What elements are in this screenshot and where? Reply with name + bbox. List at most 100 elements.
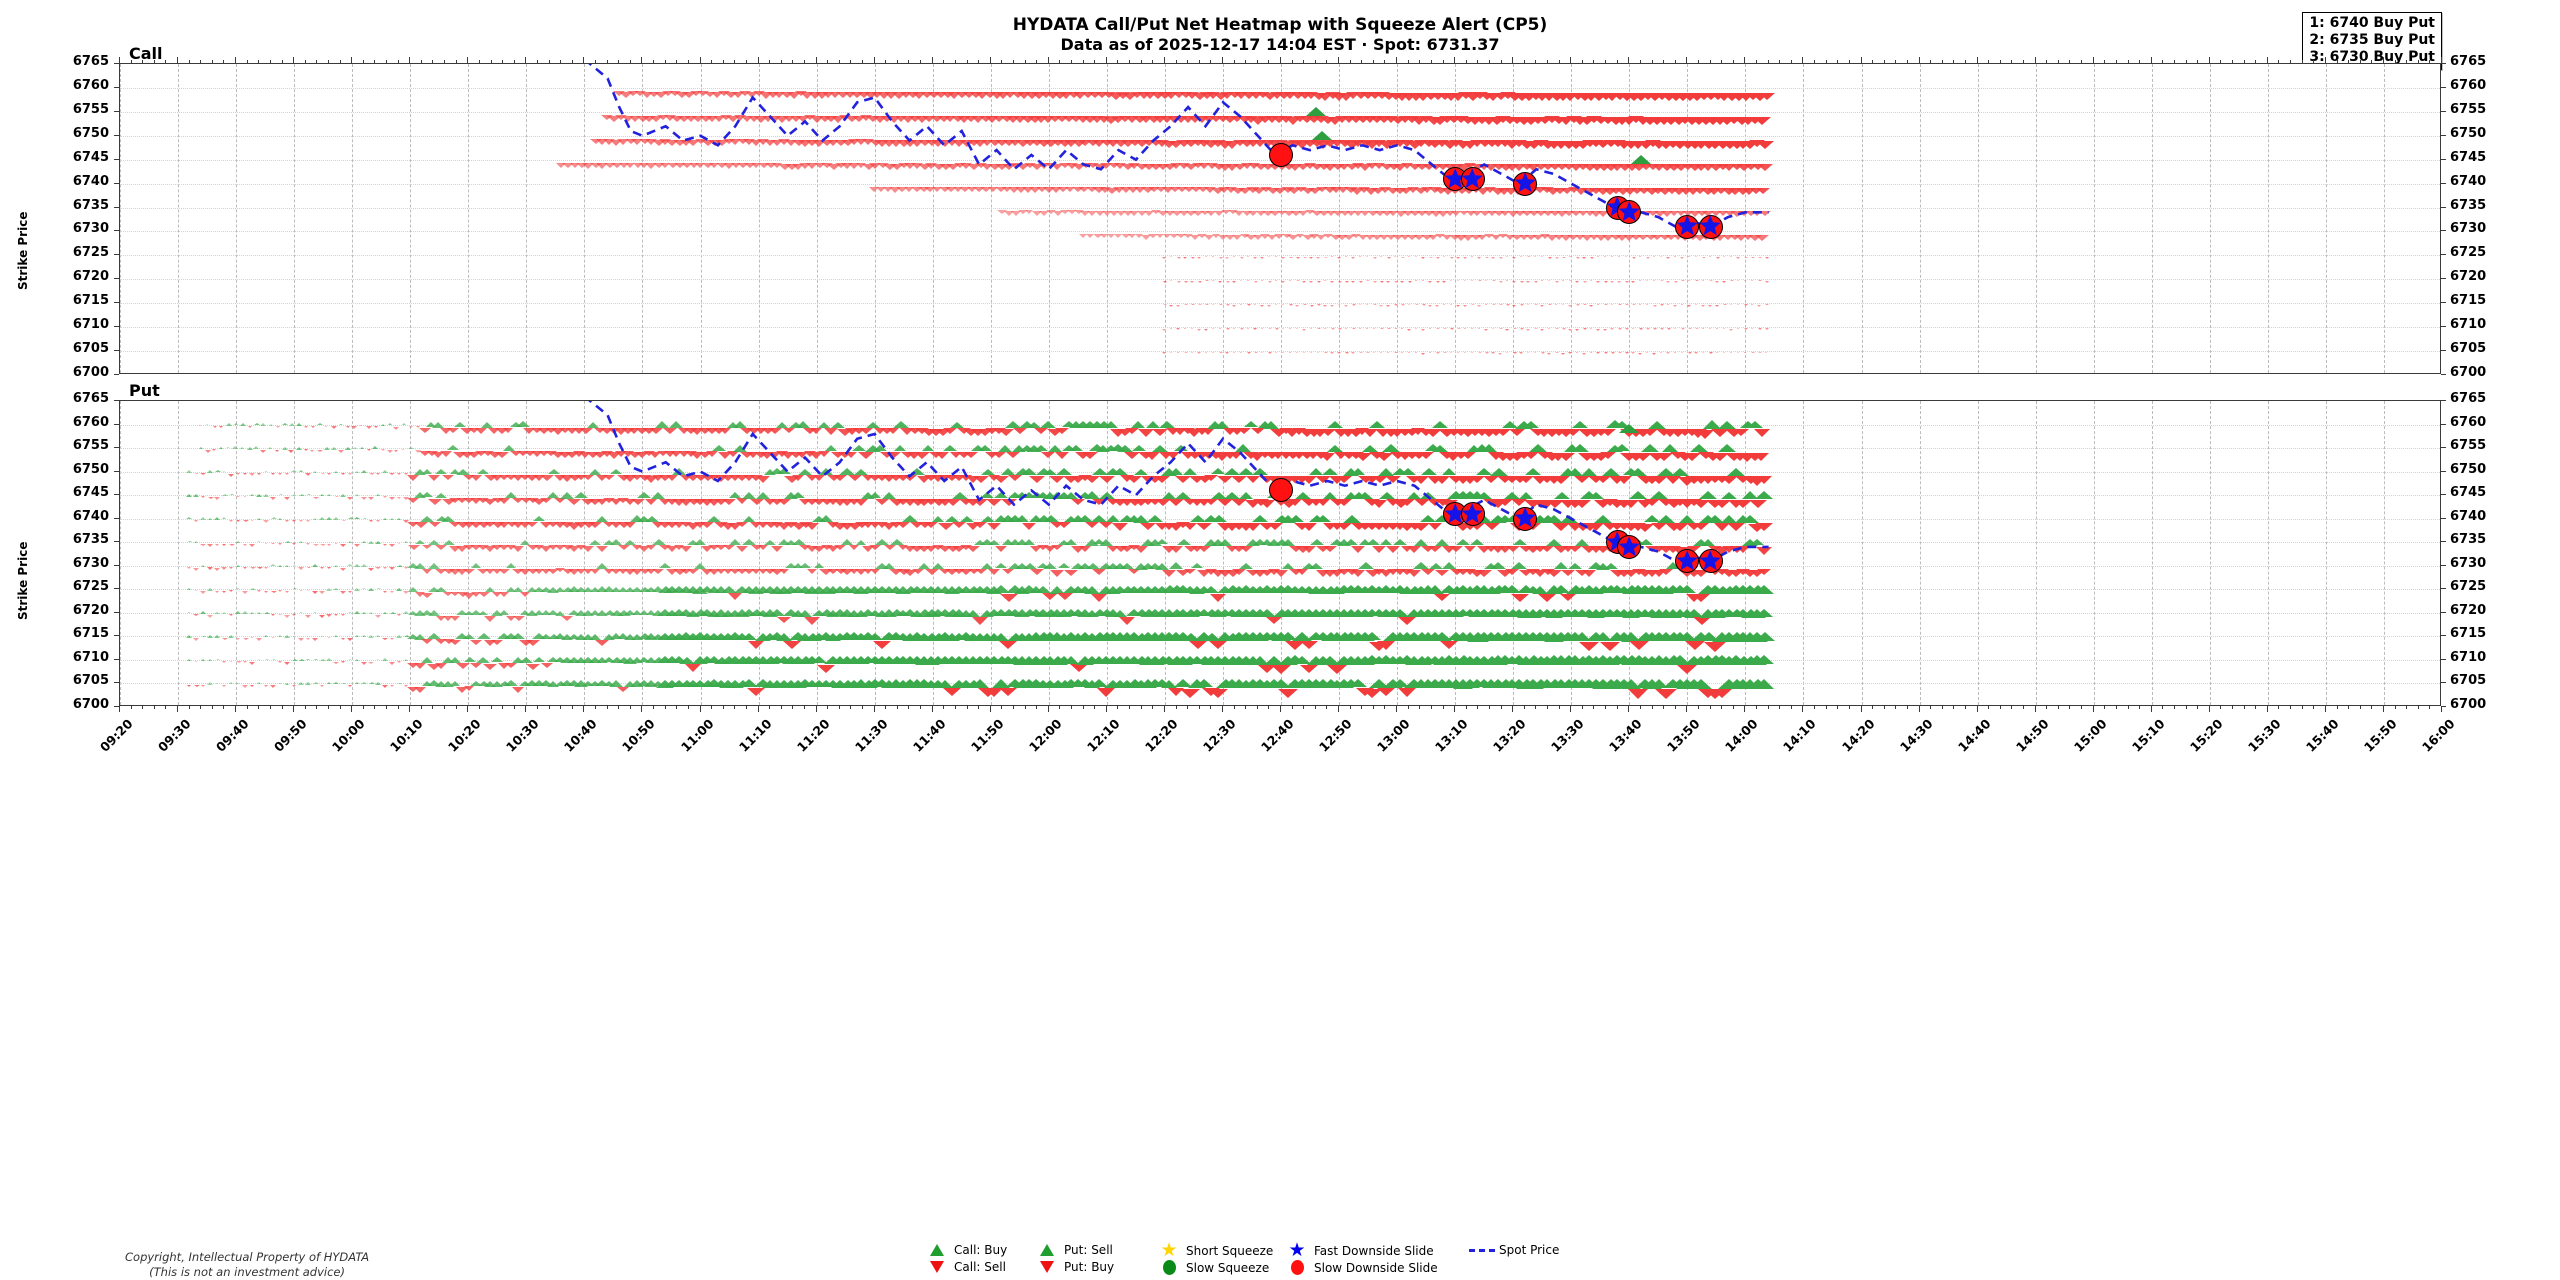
heatmap-triangle-down (539, 545, 552, 552)
heatmap-triangle-down (326, 567, 331, 570)
x-minor-tick (478, 706, 480, 709)
x-minor-tick (327, 60, 329, 63)
heatmap-triangle-down (1372, 569, 1385, 576)
heatmap-triangle-down (463, 545, 476, 551)
heatmap-triangle-up (1669, 655, 1692, 666)
heatmap-triangle-down (1427, 234, 1438, 240)
heatmap-triangle-up (264, 659, 269, 661)
heatmap-triangle-up (1357, 562, 1374, 570)
heatmap-triangle-down (1140, 234, 1151, 240)
x-minor-tick (966, 60, 968, 63)
heatmap-triangle-up (1015, 562, 1030, 569)
heatmap-triangle-down (260, 450, 267, 454)
call-heatmap-panel[interactable] (119, 63, 2441, 374)
x-minor-tick (1001, 706, 1003, 709)
heatmap-triangle-down (1204, 475, 1219, 482)
heatmap-triangle-down (503, 427, 514, 433)
heatmap-triangle-up (1168, 562, 1183, 570)
x-tickmark (873, 706, 875, 712)
y-tickmark (114, 374, 119, 375)
heatmap-triangle-up (1191, 563, 1204, 569)
y-tickmark (114, 658, 119, 660)
heatmap-triangle-down (1379, 234, 1390, 240)
x-tick-label: 09:40 (212, 716, 252, 755)
heatmap-triangle-down (1617, 280, 1622, 283)
heatmap-triangle-up (505, 586, 516, 592)
heatmap-triangle-up (278, 682, 281, 684)
x-minor-tick (200, 60, 202, 63)
heatmap-triangle-up (285, 564, 290, 567)
heatmap-triangle-down (242, 637, 249, 640)
x-minor-tick (536, 60, 538, 63)
heatmap-triangle-down (1408, 304, 1411, 306)
heatmap-triangle-down (1637, 234, 1650, 240)
heatmap-triangle-down (819, 569, 834, 576)
heatmap-triangle-down (1568, 352, 1573, 355)
heatmap-triangle-down (477, 592, 490, 598)
heatmap-triangle-down (1470, 280, 1473, 282)
heatmap-triangle-down (1556, 452, 1575, 461)
heatmap-triangle-down (778, 568, 789, 574)
heatmap-triangle-up (1309, 562, 1324, 569)
heatmap-triangle-down (1477, 304, 1482, 307)
heatmap-triangle-down (1000, 499, 1017, 507)
heatmap-triangle-down (337, 449, 344, 453)
heatmap-triangle-down (1302, 256, 1307, 258)
y-tick-label-right-put: 6725 (2450, 579, 2487, 595)
heatmap-triangle-down (1684, 641, 1705, 651)
heatmap-triangle-up (610, 468, 623, 474)
heatmap-triangle-up (970, 679, 989, 689)
x-tickmark (1280, 706, 1281, 712)
y-tick-label-call: 6750 (72, 125, 109, 141)
x-tickmark-top (1570, 57, 1572, 63)
heatmap-triangle-down (1545, 235, 1558, 242)
heatmap-triangle-down (319, 567, 324, 570)
heatmap-triangle-up (1518, 491, 1533, 499)
y-tick-label-put: 6755 (72, 438, 109, 454)
x-minor-tick (1663, 706, 1665, 709)
heatmap-triangle-up (824, 445, 837, 452)
v-gridline (526, 401, 528, 705)
heatmap-triangle-down (999, 688, 1017, 697)
x-minor-tick (2046, 60, 2048, 63)
heatmap-triangle-down (1212, 352, 1215, 354)
heatmap-triangle-down (1021, 522, 1036, 530)
put-heatmap-panel[interactable] (119, 400, 2441, 706)
heatmap-triangle-down (555, 162, 566, 168)
heatmap-triangle-up (1406, 491, 1421, 499)
heatmap-triangle-up (693, 539, 706, 546)
x-tickmark-top (235, 57, 237, 63)
y-tickmark (114, 611, 119, 613)
heatmap-triangle-up (1629, 491, 1648, 500)
heatmap-triangle-down (1610, 304, 1613, 306)
heatmap-triangle-down (1366, 304, 1369, 306)
heatmap-triangle-down (1378, 569, 1393, 577)
heatmap-triangle-down (1533, 304, 1538, 306)
heatmap-triangle-down (561, 615, 574, 621)
heatmap-triangle-down (1288, 569, 1303, 576)
heatmap-triangle-up (691, 585, 708, 594)
x-minor-tick (1523, 60, 1525, 63)
heatmap-triangle-down (1721, 234, 1734, 240)
x-minor-tick (1639, 60, 1641, 63)
heatmap-triangle-down (333, 661, 340, 664)
heatmap-triangle-up (1378, 491, 1395, 499)
heatmap-triangle-down (1727, 523, 1746, 532)
heatmap-triangle-down (1441, 234, 1452, 240)
heatmap-triangle-down (1505, 304, 1510, 307)
v-gridline (178, 401, 180, 705)
heatmap-triangle-down (1319, 452, 1336, 461)
x-tick-label: 15:00 (2070, 716, 2110, 755)
x-tickmark-top (293, 57, 295, 63)
heatmap-triangle-down (1579, 641, 1600, 651)
heatmap-triangle-down (869, 568, 880, 574)
heatmap-triangle-down (1239, 234, 1250, 239)
x-tick-label: 16:00 (2418, 716, 2458, 755)
heatmap-triangle-up (1512, 539, 1527, 546)
x-minor-tick (1616, 706, 1618, 709)
heatmap-triangle-down (1295, 304, 1300, 307)
heatmap-triangle-down (1512, 256, 1517, 259)
heatmap-triangle-up (643, 680, 658, 688)
heatmap-triangle-up (1381, 444, 1400, 453)
heatmap-triangle-up (235, 611, 242, 615)
